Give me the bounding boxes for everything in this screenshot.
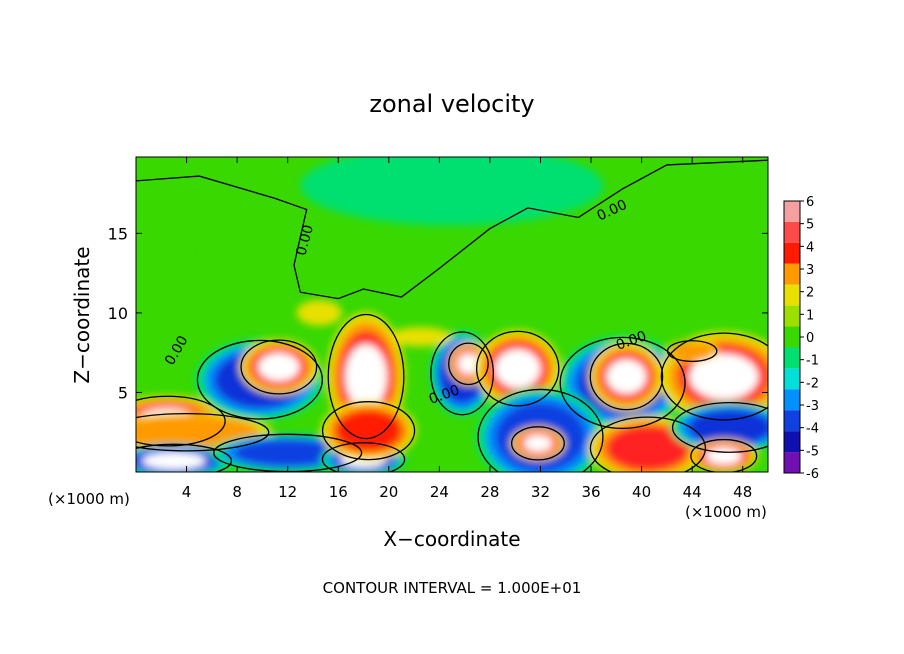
zero-contour [240, 339, 318, 395]
colorbar-swatch [784, 242, 800, 264]
colorbar-swatch [784, 368, 800, 390]
colorbar-label: -4 [806, 422, 819, 437]
colorbar-label: -1 [806, 354, 819, 369]
colorbar-swatch [784, 263, 800, 285]
field-region [674, 343, 711, 359]
field-region [296, 300, 343, 326]
colorbar-swatch [784, 431, 800, 453]
x-axis-ticks: 4 8 12 16 20 24 28 32 36 40 44 48 [182, 157, 752, 501]
x-tick-label: 24 [430, 483, 449, 501]
colorbar-label: 6 [806, 195, 814, 210]
colorbar-swatch [784, 347, 800, 369]
colorbar-swatch [784, 284, 800, 306]
contour-label: 0.00 [294, 223, 318, 257]
field-core [494, 349, 541, 389]
colorbar-label: 3 [806, 263, 814, 278]
colorbar-label: 5 [806, 218, 814, 233]
zero-contour [511, 426, 565, 461]
x-tick-label: 20 [379, 483, 398, 501]
zero-contour [559, 336, 686, 430]
plot-area: 0.000.000.000.000.00 [135, 156, 769, 473]
zero-contour [430, 331, 494, 416]
x-tick-label: 12 [278, 483, 297, 501]
field-region [136, 418, 247, 446]
y-tick-label: 5 [118, 383, 128, 402]
x-tick-label: 4 [182, 483, 192, 501]
zero-contour-upper [136, 159, 768, 300]
field-region [233, 439, 342, 467]
field-region [605, 425, 690, 471]
y-tick-label: 15 [108, 224, 128, 243]
colorbar-swatch [784, 221, 800, 243]
colorbar-swatch [784, 410, 800, 432]
colorbar-label: -6 [806, 467, 819, 482]
zero-contour [136, 443, 233, 472]
y-axis-ticks: 5 10 15 [108, 224, 768, 402]
field-region [388, 327, 452, 347]
zero-contour [477, 388, 604, 472]
colorbar-label: 4 [806, 240, 814, 255]
field-core [257, 352, 300, 382]
x-tick-label: 36 [581, 483, 600, 501]
zero-contour [321, 442, 406, 472]
zero-contour [589, 342, 664, 411]
colorbar-swatch [784, 452, 800, 473]
field-core [606, 359, 647, 394]
colorbar-label: -3 [806, 399, 819, 414]
colorbar-swatch [784, 389, 800, 411]
y-axis-label: Z−coordinate [70, 246, 94, 383]
zero-contour [475, 330, 560, 407]
field-region [334, 409, 403, 452]
colorbar-swatch [784, 201, 800, 222]
contour-interval-note: CONTOUR INTERVAL = 1.000E+01 [323, 579, 582, 597]
zero-contour [136, 395, 226, 447]
zero-contour [690, 438, 758, 472]
x-unit-right: (×1000 m) [685, 503, 767, 521]
x-tick-label: 48 [733, 483, 752, 501]
zero-contour [660, 332, 768, 421]
colorbar: 6 5 4 3 2 1 0 -1 -2 -3 -4 -5 -6 [783, 195, 819, 482]
x-tick-label: 40 [632, 483, 651, 501]
x-unit-left: (×1000 m) [48, 490, 130, 508]
zero-contour [136, 412, 270, 452]
y-tick-label: 10 [108, 304, 128, 323]
colorbar-swatch [784, 305, 800, 327]
x-axis-label: X−coordinate [383, 527, 520, 551]
colorbar-swatch [784, 326, 800, 348]
zero-contour [196, 339, 323, 420]
zero-contour [666, 340, 718, 363]
field-core [689, 353, 759, 400]
chart-title: zonal velocity [369, 90, 534, 118]
x-tick-label: 44 [683, 483, 702, 501]
field-core [457, 353, 480, 375]
field-core [142, 452, 206, 470]
colorbar-label: -5 [806, 444, 819, 459]
field-region [136, 217, 193, 345]
colorbar-label: -2 [806, 376, 819, 391]
zero-contour [327, 313, 405, 440]
zero-contour [448, 342, 489, 386]
field-core [345, 344, 387, 409]
zero-contour [589, 416, 707, 472]
x-tick-label: 32 [531, 483, 550, 501]
colorbar-label: 1 [806, 308, 814, 323]
zero-contour [671, 401, 768, 453]
x-tick-label: 16 [329, 483, 348, 501]
field-core [705, 447, 742, 465]
zero-contour [321, 401, 416, 461]
colorbar-label: 0 [806, 331, 814, 346]
x-tick-label: 8 [232, 483, 242, 501]
field-core [523, 434, 553, 453]
colorbar-label: 2 [806, 286, 814, 301]
x-tick-label: 28 [480, 483, 499, 501]
